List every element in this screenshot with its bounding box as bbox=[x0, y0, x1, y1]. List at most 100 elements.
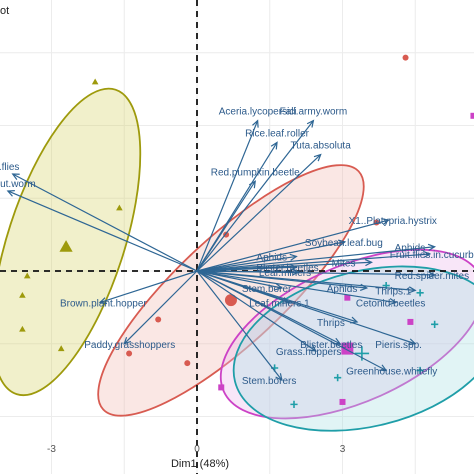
variable-label: Red.pumpkin.beetle bbox=[211, 167, 300, 178]
variable-label: Aceria.lycopersici bbox=[219, 107, 297, 118]
variable-vector bbox=[123, 270, 198, 345]
variable-label: Fruit.flies.in.cucurbit bbox=[390, 250, 474, 261]
variable-label: Black.cut.worm bbox=[0, 179, 36, 190]
variable-label: Blister.beetles bbox=[300, 340, 362, 351]
variable-label: Pieris.spp. bbox=[375, 340, 422, 351]
variable-arrowhead bbox=[252, 119, 259, 128]
variable-label: Stem.borers bbox=[242, 376, 296, 387]
variable-vector bbox=[7, 190, 198, 272]
variable-label: Paddy.grasshoppers bbox=[84, 340, 175, 351]
variable-arrowhead bbox=[274, 283, 284, 291]
variable-label: Cetonid.beetles bbox=[356, 299, 426, 310]
group-4-point bbox=[334, 374, 342, 382]
variable-label: Greenhouse.whitefly bbox=[346, 366, 437, 377]
variable-vector bbox=[196, 266, 297, 272]
variable-arrowhead bbox=[313, 153, 322, 162]
variable-arrowhead bbox=[428, 271, 437, 279]
x-tick-label: 0 bbox=[194, 444, 200, 455]
group-2-centroid bbox=[224, 294, 237, 307]
variable-arrowhead bbox=[292, 268, 301, 276]
variable-vector bbox=[99, 270, 198, 304]
variable-arrowhead bbox=[123, 336, 132, 345]
variable-arrowhead bbox=[381, 218, 390, 226]
variable-vector bbox=[196, 219, 389, 272]
variable-arrowhead bbox=[270, 141, 278, 150]
group-1-point bbox=[116, 204, 123, 211]
variable-arrowhead bbox=[6, 190, 15, 197]
group-1-centroid bbox=[59, 240, 73, 252]
variable-vector bbox=[196, 241, 346, 272]
variable-arrowhead bbox=[364, 258, 373, 267]
variable-vector bbox=[196, 270, 435, 276]
variable-label: Grass.hoppers bbox=[276, 347, 342, 358]
variable-vector bbox=[196, 253, 430, 272]
variable-arrowhead bbox=[423, 250, 432, 259]
variable-vector bbox=[196, 180, 256, 272]
variable-label: Aphids bbox=[256, 252, 287, 263]
variable-arrowhead bbox=[427, 243, 437, 251]
group-3-point bbox=[470, 112, 474, 119]
variable-vector bbox=[196, 120, 314, 272]
chart-title: ot bbox=[0, 5, 9, 17]
variable-vector bbox=[196, 270, 416, 291]
variable-arrowhead bbox=[408, 338, 417, 346]
variable-vector bbox=[196, 154, 322, 272]
variable-arrowhead bbox=[379, 364, 388, 372]
group-3-point bbox=[218, 384, 225, 391]
group-points bbox=[19, 54, 474, 408]
variable-label: Aphids bbox=[395, 243, 426, 254]
variable-vector bbox=[12, 173, 198, 272]
variable-vector bbox=[196, 270, 416, 345]
variable-label: Tuta.absoluta bbox=[291, 141, 352, 152]
variable-vector bbox=[196, 255, 297, 272]
variable-arrowhead bbox=[98, 297, 108, 305]
variable-vector bbox=[196, 270, 396, 304]
variable-vector bbox=[196, 246, 435, 272]
variable-label: Fall.army.worm bbox=[280, 107, 348, 118]
group-4-point bbox=[290, 400, 298, 408]
group-1-point bbox=[57, 345, 65, 352]
group-1-point bbox=[23, 272, 31, 279]
group-3-point bbox=[344, 294, 351, 301]
group-2-point bbox=[155, 316, 162, 323]
variable-arrowhead bbox=[308, 344, 317, 352]
variable-label: Aphids bbox=[327, 284, 358, 295]
variable-label: Soybean.leaf.bug bbox=[305, 238, 383, 249]
variable-arrowhead bbox=[275, 373, 283, 382]
group-4-point bbox=[416, 289, 424, 297]
variable-label: Shoot.flies bbox=[0, 162, 19, 173]
group-2-ellipse bbox=[97, 164, 365, 417]
variable-label: Red.spider.mites bbox=[395, 271, 469, 282]
variable-vector bbox=[196, 120, 259, 272]
x-tick-label: -3 bbox=[47, 444, 56, 455]
group-ellipses bbox=[0, 87, 474, 432]
group-3-point bbox=[339, 398, 346, 405]
variable-label: Rice.leaf.roller bbox=[245, 128, 310, 139]
variable-vector bbox=[196, 270, 317, 352]
variable-arrowhead bbox=[338, 239, 347, 247]
variable-arrowhead bbox=[248, 180, 256, 189]
variable-vector bbox=[196, 270, 283, 381]
x-tick-label: 3 bbox=[340, 444, 346, 455]
variable-vector bbox=[196, 270, 387, 371]
variable-arrowhead bbox=[408, 286, 417, 294]
variable-label: Leaf.miners bbox=[259, 268, 311, 279]
group-1-point bbox=[19, 291, 26, 298]
variable-arrowhead bbox=[306, 119, 315, 128]
group-4-point bbox=[416, 366, 424, 375]
group-1-point bbox=[19, 325, 26, 332]
variable-label: Stem.borer bbox=[242, 284, 292, 295]
variable-arrowhead bbox=[289, 253, 298, 261]
variable-arrowhead bbox=[11, 173, 20, 180]
group-2-point bbox=[126, 350, 133, 357]
variable-label: X1..Platypria.hystrix bbox=[349, 216, 437, 227]
variable-arrowhead bbox=[289, 263, 298, 271]
variable-label: Blister.beetles bbox=[256, 263, 318, 274]
variable-label: Thrips bbox=[317, 318, 345, 329]
variable-label: Leaf.miners.1 bbox=[249, 299, 310, 310]
group-4-point bbox=[431, 320, 439, 328]
